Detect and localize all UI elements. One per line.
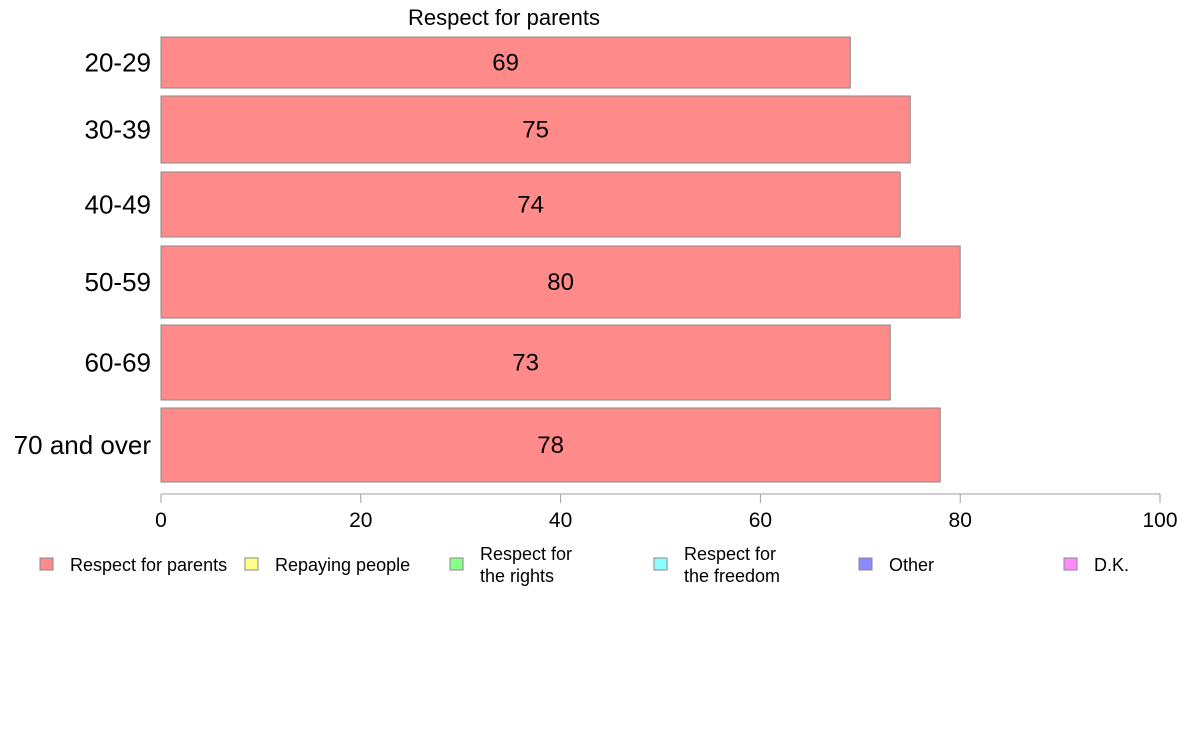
bar-60-69	[160, 324, 891, 401]
bar-40-49	[160, 171, 901, 238]
legend-label: Respect for	[684, 544, 776, 564]
data-label: 80	[547, 269, 574, 296]
category-label: 60-69	[85, 348, 152, 378]
legend-item: Other	[858, 555, 934, 575]
data-label: 78	[537, 432, 564, 459]
legend-label: Other	[889, 555, 934, 575]
legend-label: the rights	[480, 566, 554, 586]
data-label: 75	[522, 117, 549, 144]
x-tick-label: 20	[349, 509, 372, 532]
legend-swatch	[858, 557, 873, 571]
legend-swatch	[1063, 557, 1078, 571]
legend-item: Repaying people	[244, 555, 410, 575]
legend-swatch	[449, 557, 464, 571]
legend-swatch	[653, 557, 668, 571]
x-tick-label: 60	[749, 509, 772, 532]
data-label: 74	[517, 192, 544, 219]
data-label: 69	[492, 50, 519, 77]
bar-30-39	[160, 95, 911, 164]
bar-50-59	[160, 245, 961, 319]
x-tick-label: 100	[1142, 509, 1177, 532]
category-label: 70 and over	[14, 430, 152, 460]
data-label: 73	[512, 350, 539, 377]
legend-item: D.K.	[1063, 555, 1129, 575]
x-tick-label: 40	[549, 509, 572, 532]
x-tick-label: 80	[949, 509, 972, 532]
bar-70-and-over	[160, 407, 941, 483]
category-label: 20-29	[85, 48, 152, 78]
legend-label: Repaying people	[275, 555, 410, 575]
legend-item: Respect for parents	[39, 555, 227, 575]
bar-20-29	[160, 36, 851, 89]
category-label: 50-59	[85, 267, 152, 297]
legend-label: Respect for	[480, 544, 572, 564]
legend-swatch	[39, 557, 54, 571]
category-label: 30-39	[85, 115, 152, 145]
legend-label: Respect for parents	[70, 555, 227, 575]
legend-label: D.K.	[1094, 555, 1129, 575]
category-label: 40-49	[85, 190, 152, 220]
legend-swatch	[244, 557, 259, 571]
chart-title: Respect for parents	[408, 5, 600, 30]
legend-label: the freedom	[684, 566, 780, 586]
x-tick-label: 0	[155, 509, 167, 532]
